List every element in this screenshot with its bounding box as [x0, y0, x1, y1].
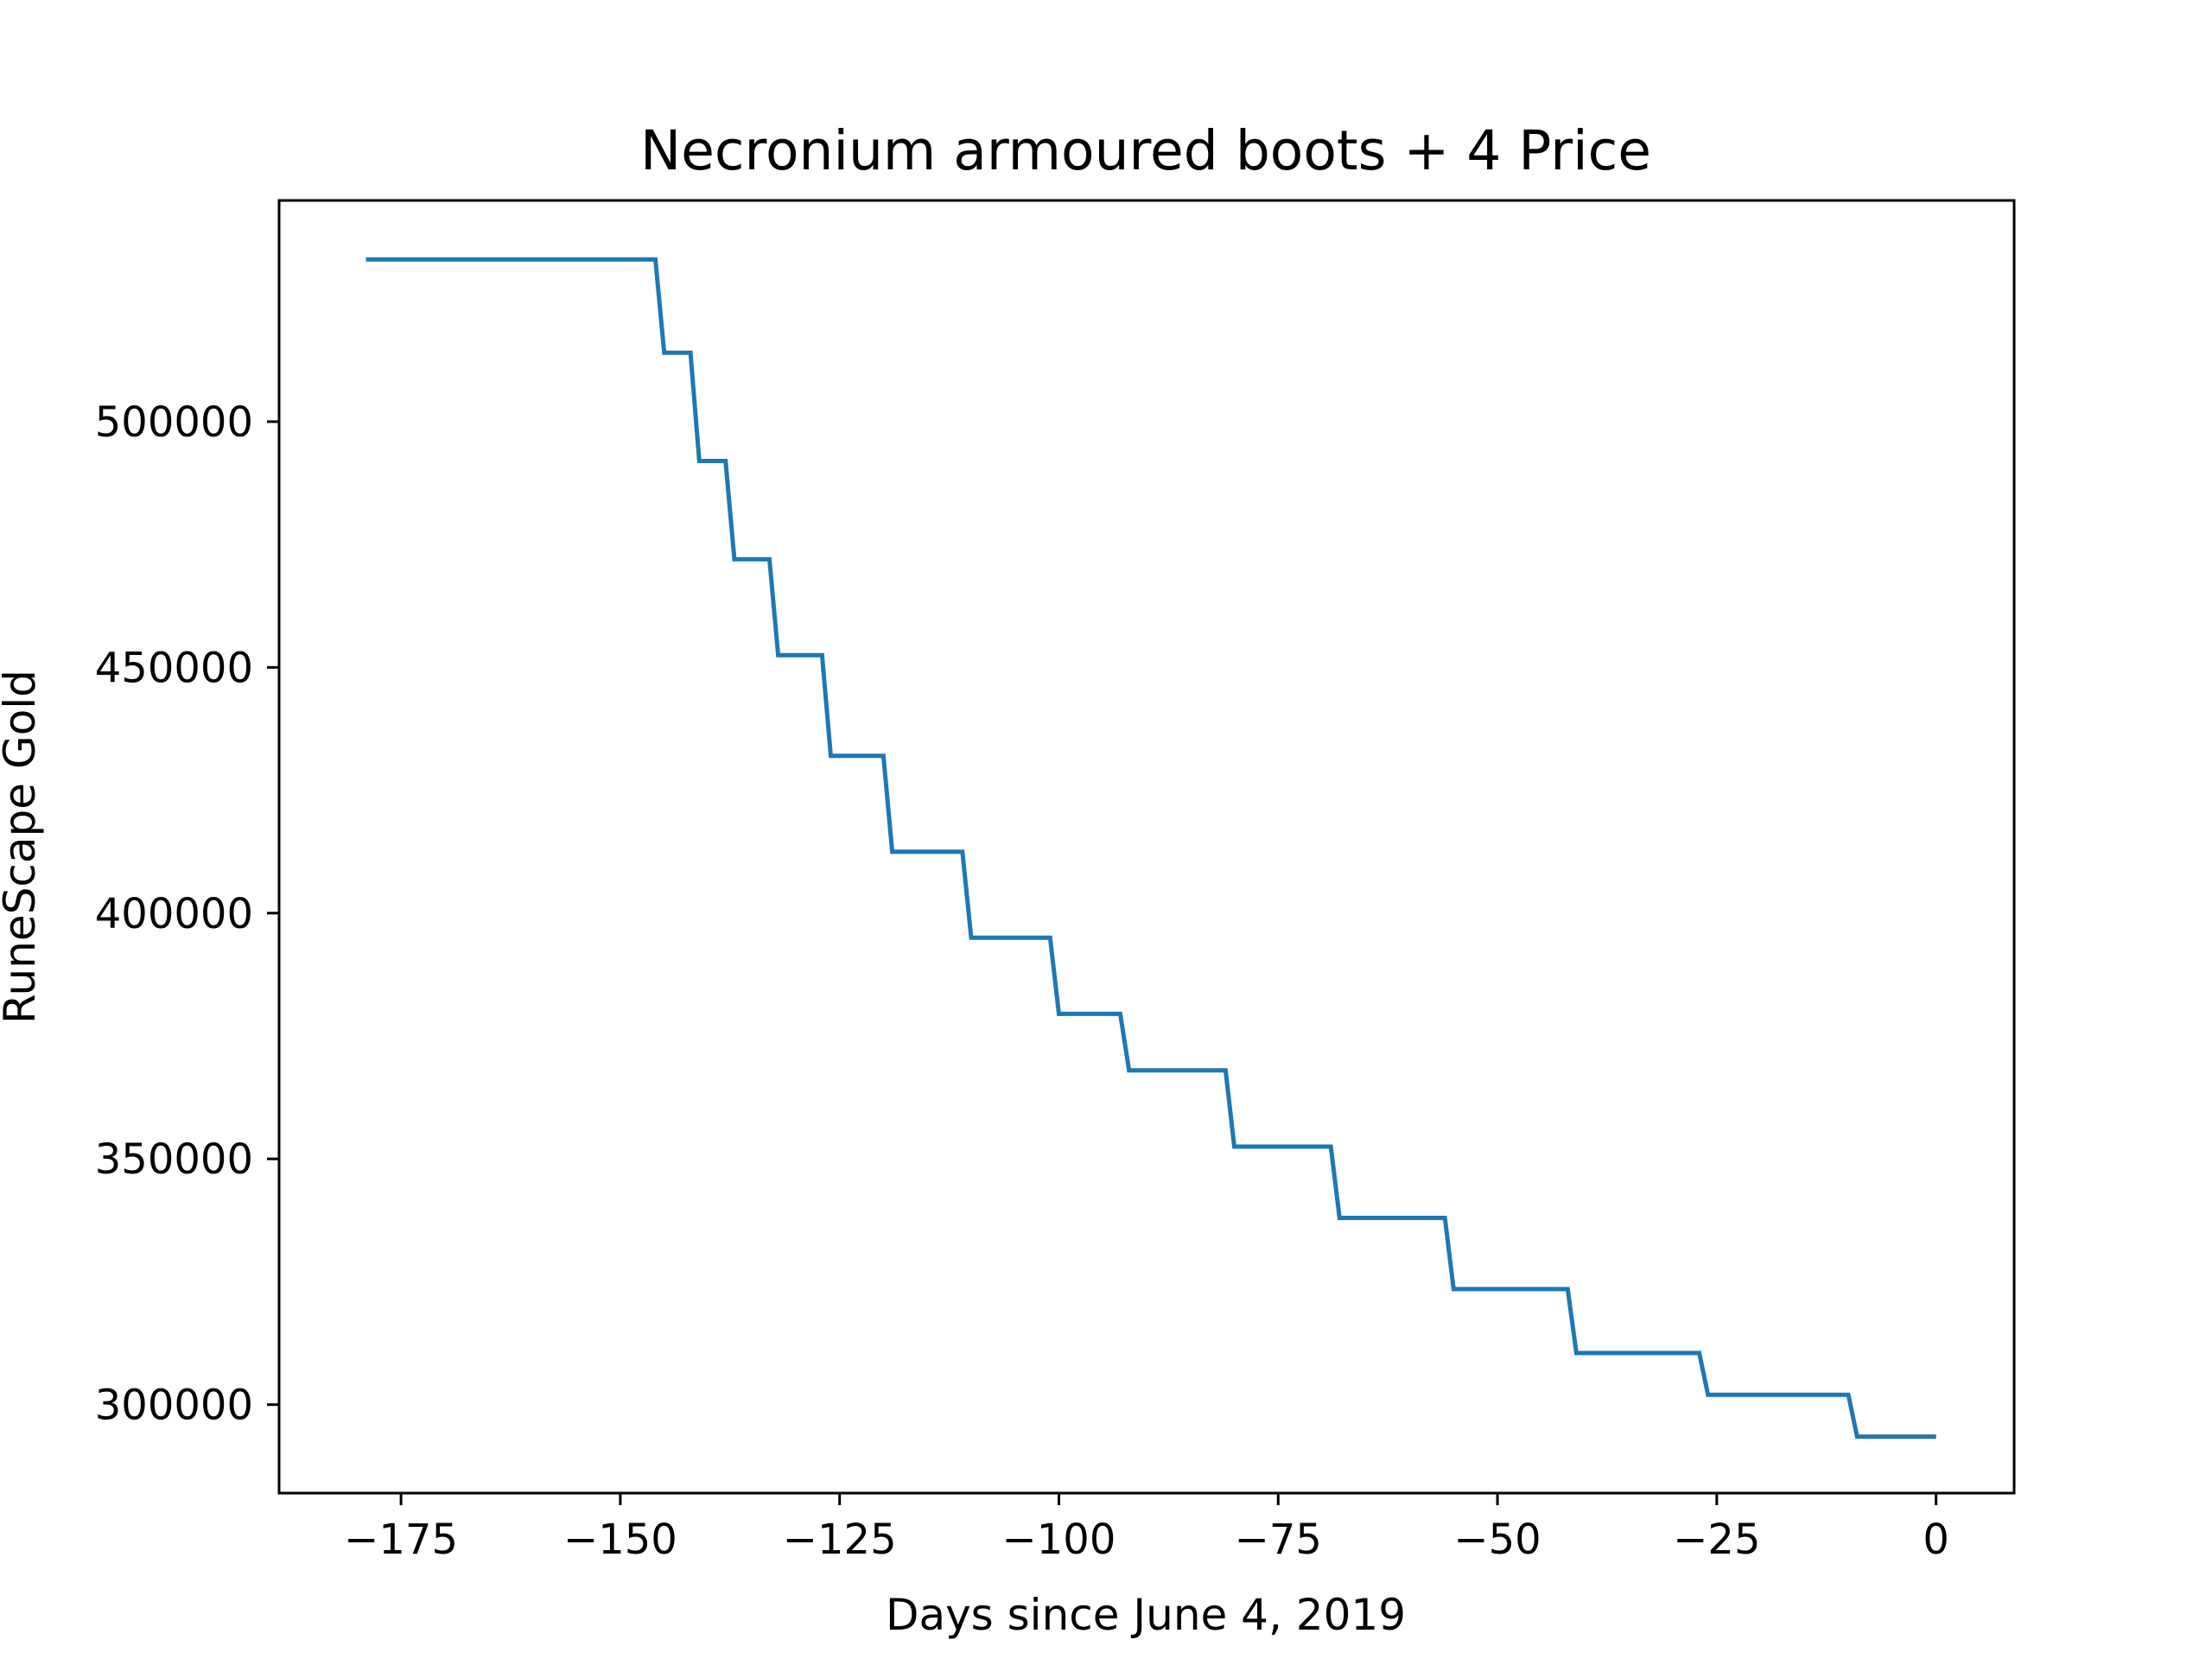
y-axis-ticks: 300000 350000 400000 450000 500000 [95, 398, 279, 1430]
y-tick-label: 500000 [95, 398, 253, 447]
x-tick-label: −175 [344, 1516, 458, 1564]
chart-title: Necronium armoured boots + 4 Price [640, 119, 1651, 182]
x-axis-ticks: −175 −150 −125 −100 −75 −50 −25 0 [344, 1493, 1949, 1564]
x-tick-label: 0 [1923, 1516, 1949, 1564]
x-tick-label: −100 [1002, 1516, 1116, 1564]
series-layer [365, 257, 1936, 1440]
y-axis-label: RuneScape Gold [0, 670, 45, 1024]
plot-frame [277, 199, 2016, 1495]
x-axis-label: Days since June 4, 2019 [886, 1590, 1406, 1640]
plot-area: −175 −150 −125 −100 −75 −50 −25 0 300000 350000 4… [95, 199, 2016, 1564]
series-line-0 [365, 257, 1936, 1440]
x-tick-label: −75 [1235, 1516, 1322, 1564]
x-tick-label: −25 [1673, 1516, 1760, 1564]
x-tick-label: −50 [1453, 1516, 1541, 1564]
x-tick-label: −150 [563, 1516, 677, 1564]
y-tick-label: 350000 [95, 1135, 253, 1184]
y-tick-label: 450000 [95, 644, 253, 692]
x-tick-label: −125 [783, 1516, 897, 1564]
y-tick-label: 400000 [95, 890, 253, 938]
y-tick-label: 300000 [95, 1382, 253, 1430]
